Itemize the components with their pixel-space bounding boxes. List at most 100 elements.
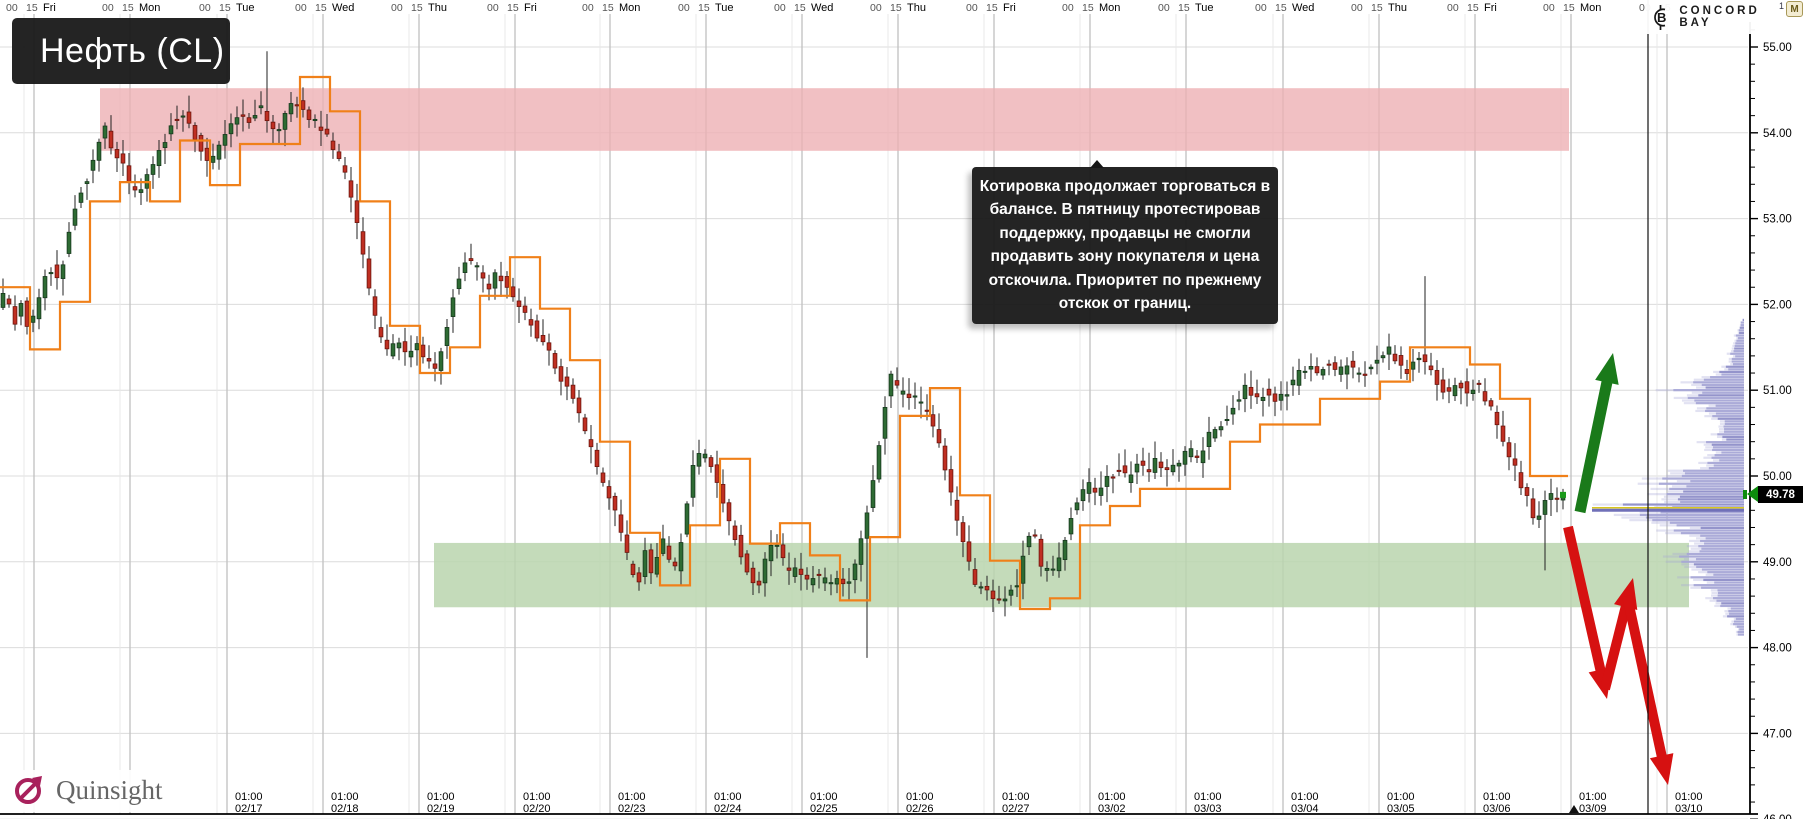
bottom-axis-date-label: 02/26 — [906, 803, 934, 815]
candle-down — [624, 534, 630, 553]
profile-bar — [1686, 485, 1744, 488]
candle-down — [954, 499, 960, 521]
top-axis-day-label: Mon — [139, 2, 160, 14]
candle-up — [462, 262, 468, 273]
candle-up — [1470, 389, 1476, 394]
profile-bar — [1713, 573, 1744, 576]
candle-up — [1542, 500, 1548, 515]
profile-bar — [1714, 581, 1744, 584]
profile-bar — [1717, 417, 1744, 420]
bullish-arrow-head — [1595, 353, 1619, 385]
candle-up — [1374, 359, 1380, 364]
candle-down — [924, 409, 930, 412]
candle-down — [732, 525, 738, 541]
candle-down — [1428, 365, 1434, 371]
candle-down — [1488, 400, 1494, 407]
bottom-axis-time-label: 01:00 — [810, 791, 838, 803]
candle-down — [1332, 362, 1338, 370]
candle-down — [264, 110, 270, 122]
candle-down — [816, 573, 822, 576]
candle-down — [1164, 467, 1170, 471]
profile-bar — [1711, 443, 1744, 446]
candle-up — [882, 406, 888, 439]
profile-bar — [1680, 532, 1744, 535]
profile-bar — [1739, 331, 1744, 335]
profile-bar — [1700, 539, 1744, 543]
profile-bar — [1693, 584, 1744, 587]
profile-bar — [1639, 513, 1744, 517]
candle-down — [744, 553, 750, 573]
candle-up — [222, 134, 228, 146]
profile-bar — [1684, 472, 1744, 475]
profile-bar — [1707, 571, 1744, 574]
note-line: продавить зону покупателя и цена — [990, 248, 1260, 266]
candle-up — [1242, 384, 1248, 400]
bottom-axis-date-label: 02/19 — [427, 803, 455, 815]
bearish-arrow-2-shaft — [1622, 594, 1668, 763]
watermark-logo: Quinsight — [4, 770, 177, 812]
bottom-axis-time-label: 01:00 — [1098, 791, 1126, 803]
candle-up — [1074, 502, 1080, 511]
candle-up — [1338, 366, 1344, 375]
candle-up — [282, 113, 288, 130]
candle-up — [1044, 567, 1050, 571]
profile-bar — [1724, 420, 1744, 423]
profile-bar — [1622, 503, 1744, 506]
profile-bar — [1662, 477, 1744, 480]
candle-down — [420, 344, 426, 358]
price-axis-label: 46.00 — [1763, 814, 1792, 819]
candle-up — [1206, 431, 1212, 447]
candle-up — [1152, 458, 1158, 473]
candle-up — [30, 315, 36, 323]
candle-down — [1446, 387, 1452, 392]
top-axis-day-label: Fri — [524, 2, 537, 14]
candle-down — [1314, 366, 1320, 374]
candle-down — [534, 320, 540, 339]
top-axis-hour-label: 00 — [870, 2, 882, 14]
candle-up — [1026, 535, 1032, 548]
candle-down — [840, 578, 846, 585]
candle-down — [1458, 382, 1464, 389]
candle-down — [1422, 354, 1428, 363]
profile-bar — [1706, 441, 1744, 444]
candle-down — [114, 149, 120, 159]
profile-bar — [1683, 469, 1744, 472]
candle-down — [750, 567, 756, 584]
profile-bar — [1705, 537, 1744, 540]
candle-down — [270, 121, 276, 130]
profile-bar — [1716, 599, 1744, 602]
profile-bar — [1724, 422, 1744, 426]
candle-down — [1512, 458, 1518, 466]
candle-down — [126, 165, 132, 182]
candle-up — [702, 453, 708, 459]
candle-up — [1410, 361, 1416, 370]
profile-bar — [1733, 350, 1744, 353]
top-axis-hour-label: 15 — [1275, 2, 1287, 14]
candle-up — [1380, 355, 1386, 359]
candle-down — [1092, 487, 1098, 493]
candle-down — [108, 130, 114, 149]
profile-bar — [1719, 459, 1744, 462]
bottom-axis-time-label: 01:00 — [1387, 791, 1415, 803]
analyst-note: Котировка продолжает торговаться в балан… — [972, 160, 1278, 325]
timeframe-button[interactable]: M — [1786, 1, 1803, 17]
candle-down — [894, 380, 900, 386]
candle-down — [186, 111, 192, 124]
profile-bar — [1701, 568, 1744, 571]
profile-bar — [1721, 602, 1744, 605]
top-axis-hour-label: 15 — [1371, 2, 1383, 14]
candle-down — [936, 429, 942, 444]
profile-bar — [1700, 534, 1744, 537]
note-line: отскочила. Приоритет по прежнему — [988, 271, 1262, 289]
top-axis-hour-label: 00 — [1158, 2, 1170, 14]
price-axis-label: 55.00 — [1763, 42, 1792, 54]
profile-bar — [1701, 547, 1744, 550]
candle-up — [1356, 372, 1362, 375]
candle-up — [168, 125, 174, 135]
candle-up — [684, 503, 690, 535]
broker-logo-text: CONCORD BAY — [1679, 5, 1760, 29]
profile-bar — [1724, 428, 1744, 431]
candle-down — [738, 534, 744, 558]
profile-bar — [1735, 342, 1744, 345]
